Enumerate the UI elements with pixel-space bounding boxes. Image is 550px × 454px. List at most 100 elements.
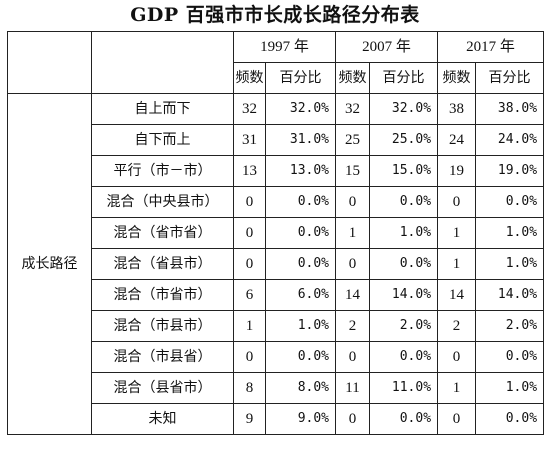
- percent-cell: 31.0%: [264, 124, 337, 156]
- count-cell: 0: [437, 403, 477, 435]
- row-label-cell: 混合（市省市）: [91, 279, 234, 311]
- count-cell: 11: [335, 372, 371, 404]
- row-label-cell: 混合（省市省）: [91, 217, 234, 249]
- percent-cell: 0.0%: [369, 403, 439, 435]
- percent-cell: 8.0%: [264, 372, 337, 404]
- count-cell: 0: [437, 341, 477, 373]
- count-cell: 32: [233, 93, 266, 125]
- table-row: 混合（省县市） 0 0.0% 0 0.0% 1 1.0%: [8, 248, 545, 280]
- percent-cell: 32.0%: [264, 93, 337, 125]
- table-row: 混合（市省市） 6 6.0% 14 14.0% 14 14.0%: [8, 279, 545, 311]
- percent-cell: 0.0%: [264, 248, 337, 280]
- row-label-cell: 混合（市县市）: [91, 310, 234, 342]
- count-cell: 14: [437, 279, 477, 311]
- row-label-cell: 混合（县省市）: [91, 372, 234, 404]
- percent-cell: 1.0%: [475, 217, 545, 249]
- percent-cell: 2.0%: [475, 310, 545, 342]
- table-row: 混合（市县市） 1 1.0% 2 2.0% 2 2.0%: [8, 310, 545, 342]
- count-cell: 8: [233, 372, 266, 404]
- count-cell: 1: [233, 310, 266, 342]
- percent-cell: 9.0%: [264, 403, 337, 435]
- header-percent: 百分比: [369, 62, 439, 94]
- percent-cell: 6.0%: [264, 279, 337, 311]
- header-year-2017: 2017 年: [437, 31, 545, 63]
- percent-cell: 38.0%: [475, 93, 545, 125]
- count-cell: 0: [335, 341, 371, 373]
- count-cell: 24: [437, 124, 477, 156]
- count-cell: 9: [233, 403, 266, 435]
- row-label-cell: 混合（市县省）: [91, 341, 234, 373]
- count-cell: 0: [335, 186, 371, 218]
- row-label-cell: 混合（中央县市）: [91, 186, 234, 218]
- count-cell: 14: [335, 279, 371, 311]
- percent-cell: 32.0%: [369, 93, 439, 125]
- percent-cell: 0.0%: [475, 186, 545, 218]
- count-cell: 6: [233, 279, 266, 311]
- count-cell: 32: [335, 93, 371, 125]
- table-row: 混合（县省市） 8 8.0% 11 11.0% 1 1.0%: [8, 372, 545, 404]
- percent-cell: 11.0%: [369, 372, 439, 404]
- count-cell: 1: [335, 217, 371, 249]
- percent-cell: 13.0%: [264, 155, 337, 187]
- percent-cell: 0.0%: [369, 341, 439, 373]
- count-cell: 0: [233, 217, 266, 249]
- growth-path-table: 1997 年 2007 年 2017 年 频数 百分比 频数 百分比 频数 百分…: [7, 31, 545, 435]
- table-row: 未知 9 9.0% 0 0.0% 0 0.0%: [8, 403, 545, 435]
- percent-cell: 19.0%: [475, 155, 545, 187]
- group-label-cell: 成长路径: [7, 93, 92, 435]
- header-count: 频数: [437, 62, 477, 94]
- count-cell: 1: [437, 217, 477, 249]
- percent-cell: 1.0%: [369, 217, 439, 249]
- count-cell: 1: [437, 248, 477, 280]
- header-year-1997: 1997 年: [232, 31, 337, 63]
- header-count: 频数: [335, 62, 371, 94]
- table-row: 混合（市县省） 0 0.0% 0 0.0% 0 0.0%: [8, 341, 545, 373]
- table-row: 成长路径 自上而下 32 32.0% 32 32.0% 38 38.0%: [7, 93, 545, 435]
- percent-cell: 0.0%: [264, 341, 337, 373]
- row-label-cell: 未知: [91, 403, 234, 435]
- count-cell: 19: [437, 155, 477, 187]
- table-row: 混合（省市省） 0 0.0% 1 1.0% 1 1.0%: [8, 217, 545, 249]
- header-row-subheaders: 频数 百分比 频数 百分比 频数 百分比: [8, 62, 545, 94]
- header-row-years: 1997 年 2007 年 2017 年: [7, 31, 545, 94]
- percent-cell: 0.0%: [264, 186, 337, 218]
- percent-cell: 0.0%: [369, 186, 439, 218]
- percent-cell: 0.0%: [264, 217, 337, 249]
- percent-cell: 15.0%: [369, 155, 439, 187]
- header-percent: 百分比: [264, 62, 337, 94]
- table-row: 自下而上 31 31.0% 25 25.0% 24 24.0%: [8, 124, 545, 156]
- count-cell: 0: [233, 248, 266, 280]
- percent-cell: 24.0%: [475, 124, 545, 156]
- table-row: 平行（市－市） 13 13.0% 15 15.0% 19 19.0%: [8, 155, 545, 187]
- percent-cell: 1.0%: [475, 248, 545, 280]
- percent-cell: 1.0%: [264, 310, 337, 342]
- count-cell: 2: [437, 310, 477, 342]
- count-cell: 0: [335, 248, 371, 280]
- percent-cell: 0.0%: [475, 341, 545, 373]
- count-cell: 0: [335, 403, 371, 435]
- row-label-cell: 自上而下: [91, 93, 234, 125]
- header-percent: 百分比: [475, 62, 545, 94]
- count-cell: 31: [233, 124, 266, 156]
- count-cell: 38: [437, 93, 477, 125]
- percent-cell: 25.0%: [369, 124, 439, 156]
- header-blank-cell: [91, 31, 234, 94]
- row-label-cell: 混合（省县市）: [91, 248, 234, 280]
- percent-cell: 0.0%: [369, 248, 439, 280]
- header-blank-cell: [7, 31, 92, 94]
- table-row: 混合（中央县市） 0 0.0% 0 0.0% 0 0.0%: [8, 186, 545, 218]
- count-cell: 0: [437, 186, 477, 218]
- count-cell: 25: [335, 124, 371, 156]
- table-title: GDP 百强市市长成长路径分布表: [130, 4, 420, 26]
- percent-cell: 1.0%: [475, 372, 545, 404]
- percent-cell: 14.0%: [369, 279, 439, 311]
- count-cell: 15: [335, 155, 371, 187]
- header-count: 频数: [233, 62, 266, 94]
- row-label-cell: 自下而上: [91, 124, 234, 156]
- count-cell: 1: [437, 372, 477, 404]
- count-cell: 13: [233, 155, 266, 187]
- count-cell: 2: [335, 310, 371, 342]
- header-year-2007: 2007 年: [335, 31, 439, 63]
- count-cell: 0: [233, 186, 266, 218]
